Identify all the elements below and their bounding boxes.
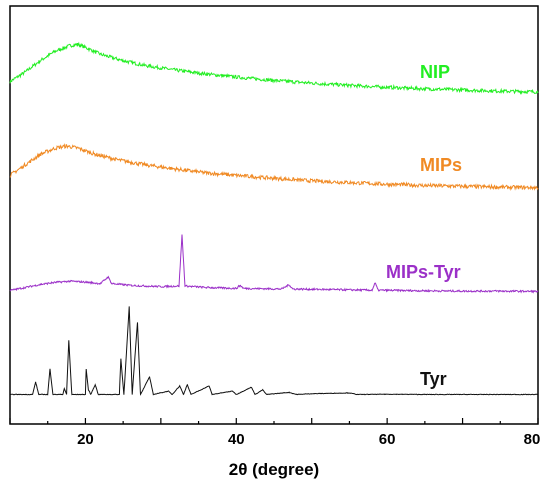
series-label-mips: MIPs [420,155,462,175]
series-label-tyr: Tyr [420,369,447,389]
series-labels: NIP MIPs MIPs-Tyr Tyr [386,62,462,389]
x-tick-label: 40 [228,431,245,448]
series-layer [9,41,539,396]
series-label-mips-tyr: MIPs-Tyr [386,262,461,282]
series-line-mips-tyr [9,234,539,294]
x-axis-title: 2θ (degree) [229,460,319,479]
x-tick-label: 60 [379,431,396,448]
series-line-mips [9,143,539,192]
x-tick-label: 80 [524,431,541,448]
series-label-nip: NIP [420,62,450,82]
plot-frame [9,5,539,425]
series-line-tyr [9,306,539,396]
x-axis-ticks: 20 40 60 80 [9,418,541,448]
series-line-nip [9,41,539,95]
x-tick-label: 20 [77,431,94,448]
